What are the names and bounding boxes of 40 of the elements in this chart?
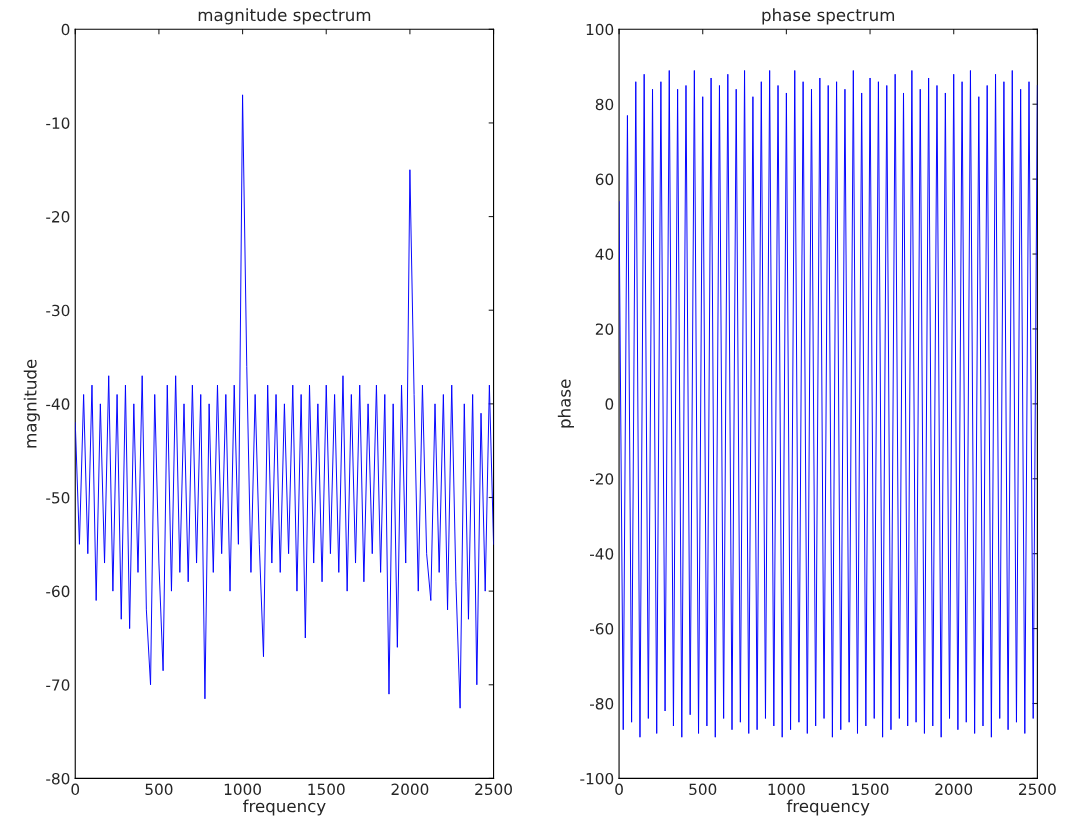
chart-title: phase spectrum [762,8,895,25]
x-tick-label: 2000 [391,783,429,796]
y-tick-label: 60 [595,173,614,186]
x-tick-label: 0 [71,783,80,796]
y-tick-label: -10 [46,117,70,129]
y-tick-label: 0 [61,23,70,36]
y-tick-label: -40 [46,398,70,410]
y-axis-title: phase [557,379,574,428]
x-tick-label: 0 [615,783,623,796]
y-tick-label: -70 [46,679,70,691]
x-tick-label: 2000 [935,783,973,796]
line-series [75,94,494,709]
y-tick-label: -60 [589,623,614,635]
y-axis-title: magnitude [23,359,40,448]
x-tick-label: 2500 [475,783,512,796]
x-tick-label: 1000 [768,783,805,796]
chart-title: magnitude spectrum [198,8,371,25]
x-tick-label: 1500 [308,783,345,796]
line-series [619,70,1038,738]
x-tick-label: 500 [145,783,173,796]
x-tick-label: 1500 [852,783,889,796]
x-axis-title: frequency [786,799,870,816]
y-tick-label: -80 [589,697,614,710]
x-tick-label: 500 [689,783,717,796]
y-tick-label: -80 [46,772,70,785]
y-tick-label: 40 [595,248,614,261]
y-tick-label: -60 [46,585,70,598]
x-axis-title: frequency [243,799,326,816]
y-tick-label: -20 [589,473,614,485]
y-tick-label: -50 [46,491,70,504]
y-tick-label: 0 [605,398,614,410]
y-tick-label: -40 [589,548,614,560]
y-tick-label: 80 [595,98,614,111]
y-tick-label: 20 [595,323,614,335]
y-tick-label: -20 [46,211,70,223]
y-tick-label: -30 [46,304,70,317]
x-tick-label: 2500 [1019,783,1056,796]
y-tick-label: -100 [580,772,614,785]
x-tick-label: 1000 [224,783,261,796]
y-tick-label: 100 [586,23,614,36]
